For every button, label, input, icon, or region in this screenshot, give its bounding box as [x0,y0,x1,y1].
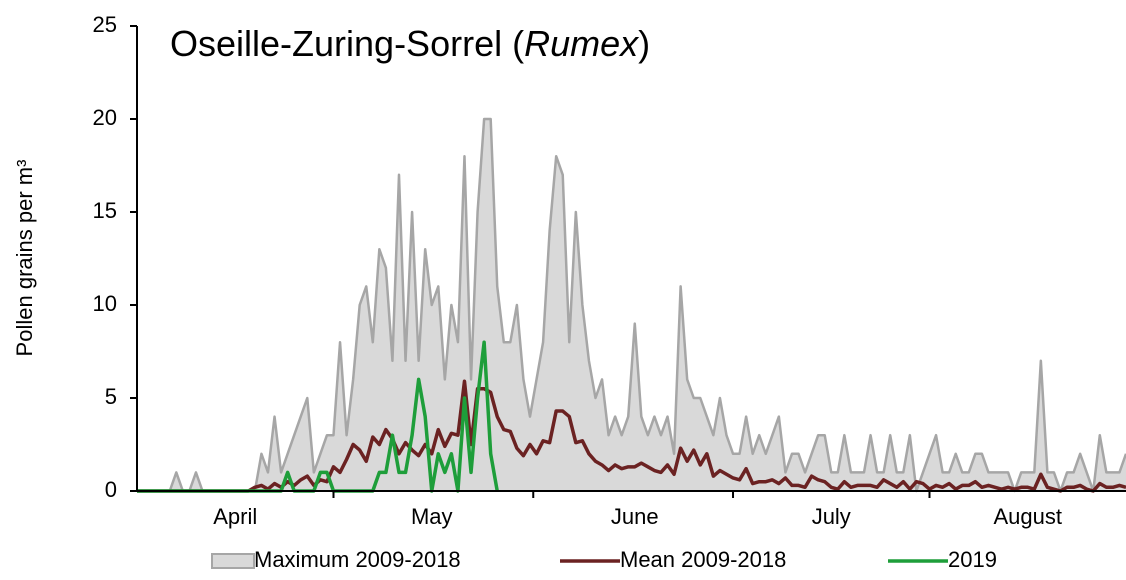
x-tick-label: June [611,504,659,529]
x-tick-label: July [812,504,851,529]
area-outline [137,117,1126,493]
legend-label: Mean 2009-2018 [620,547,786,572]
y-tick-label: 0 [105,477,117,502]
x-tick-label: August [994,504,1063,529]
legend-swatch [211,553,255,569]
legend-label: Maximum 2009-2018 [254,547,461,572]
legend-label: 2019 [948,547,997,572]
y-tick-label: 5 [105,384,117,409]
chart-title: Oseille-Zuring-Sorrel (Rumex) [170,23,650,64]
y-tick-label: 10 [93,291,117,316]
title-part: Rumex [524,23,640,64]
y-axis-label: Pollen grains per m³ [12,160,37,357]
title-part: ) [638,23,650,64]
series-line [137,379,1126,493]
x-tick-label: May [411,504,453,529]
title-part: Oseille-Zuring-Sorrel ( [170,23,524,64]
y-tick-label: 15 [93,198,117,223]
area-fill [137,119,1126,491]
y-tick-label: 20 [93,105,117,130]
x-tick-label: April [213,504,257,529]
y-tick-label: 25 [93,12,117,37]
